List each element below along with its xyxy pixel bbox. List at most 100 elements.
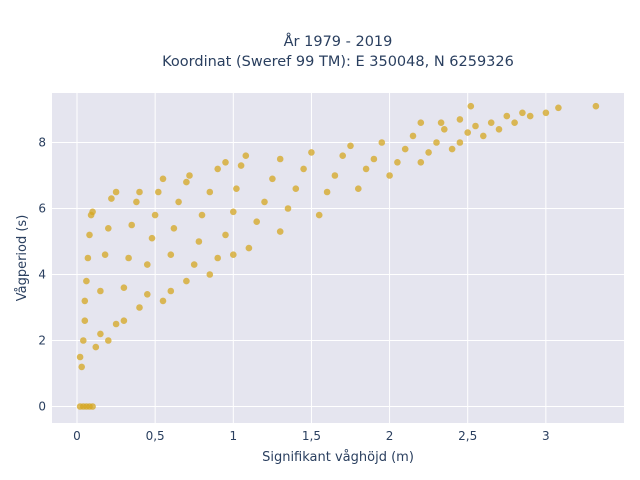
data-point <box>237 162 245 169</box>
data-point <box>495 126 503 133</box>
data-point <box>167 251 175 258</box>
x-tick-label: 0 <box>73 429 81 443</box>
data-point <box>97 287 104 295</box>
data-point <box>233 185 240 192</box>
data-point <box>467 102 475 110</box>
data-point <box>144 291 151 298</box>
data-point <box>276 155 284 163</box>
data-point <box>167 287 175 295</box>
data-point <box>456 139 464 146</box>
data-point <box>401 145 409 153</box>
data-point <box>370 155 378 163</box>
x-tick-label: 1 <box>229 429 237 443</box>
data-point <box>190 261 198 268</box>
data-point <box>120 284 128 292</box>
plot-area <box>52 93 624 423</box>
data-point <box>526 112 534 120</box>
data-point <box>230 208 237 216</box>
data-point <box>108 195 115 202</box>
data-point <box>186 172 193 179</box>
data-point <box>555 104 562 112</box>
data-point <box>362 165 370 173</box>
data-point <box>97 330 104 338</box>
data-point <box>464 129 472 136</box>
data-point <box>128 221 135 229</box>
x-tick-label: 1,5 <box>302 429 321 443</box>
grid-lines <box>52 93 624 423</box>
data-point <box>245 244 253 252</box>
y-tick-label: 0 <box>38 400 46 414</box>
data-point <box>592 102 600 110</box>
chart-title-line2: Koordinat (Sweref 99 TM): E 350048, N 62… <box>162 54 514 70</box>
data-point <box>331 172 339 179</box>
y-tick-label: 2 <box>38 334 46 348</box>
data-point <box>448 145 456 153</box>
data-point <box>105 225 112 232</box>
data-point <box>472 122 479 130</box>
data-point <box>105 337 112 344</box>
data-point <box>133 198 140 206</box>
data-point <box>394 159 401 166</box>
x-axis-ticks: 0 0,5 1 1,5 2 2,5 3 <box>73 429 549 443</box>
data-point <box>89 208 96 216</box>
data-point <box>230 251 237 258</box>
data-point <box>261 198 268 206</box>
data-point <box>175 198 182 206</box>
data-point <box>81 317 89 325</box>
data-point <box>242 152 250 159</box>
y-axis-ticks: 0 2 4 6 8 <box>38 136 46 414</box>
data-point <box>125 254 132 262</box>
data-point <box>300 165 307 173</box>
data-point <box>206 271 214 278</box>
data-point <box>487 119 495 126</box>
data-point <box>144 261 151 268</box>
data-point <box>86 231 93 239</box>
data-point <box>80 337 87 344</box>
data-point <box>253 218 260 225</box>
data-point <box>222 159 229 166</box>
data-point <box>339 152 347 159</box>
data-point <box>425 149 432 156</box>
data-point <box>78 363 85 371</box>
data-point <box>222 231 229 239</box>
data-point <box>292 185 300 192</box>
x-axis-title: Signifikant våghöjd (m) <box>262 450 414 465</box>
y-axis-title: Vågperiod (s) <box>15 215 30 302</box>
data-point <box>120 317 128 325</box>
data-point <box>437 119 445 126</box>
x-tick-label: 0,5 <box>146 429 165 443</box>
data-point <box>409 132 417 140</box>
data-point <box>276 228 284 235</box>
x-tick-label: 2,5 <box>458 429 477 443</box>
data-point <box>433 139 440 146</box>
data-point <box>355 185 362 192</box>
data-point <box>101 251 109 258</box>
x-tick-label: 3 <box>542 429 550 443</box>
data-point <box>76 353 84 361</box>
data-point <box>159 175 167 183</box>
data-point <box>214 165 221 173</box>
data-point <box>417 119 425 126</box>
data-point <box>284 205 292 212</box>
data-point <box>195 238 203 245</box>
data-point <box>159 297 167 305</box>
y-tick-label: 4 <box>38 268 46 282</box>
data-point <box>183 277 190 285</box>
data-point <box>480 132 487 140</box>
chart-title-line1: År 1979 - 2019 <box>284 33 393 50</box>
data-point <box>386 172 393 179</box>
data-point <box>378 139 386 146</box>
data-point <box>503 112 511 120</box>
data-point <box>269 175 276 183</box>
data-point <box>136 304 143 311</box>
data-point <box>183 178 190 186</box>
data-point <box>456 116 464 123</box>
data-point <box>214 254 221 262</box>
data-point <box>89 403 96 410</box>
data-point <box>136 188 143 196</box>
data-points <box>76 102 600 410</box>
data-point <box>151 211 159 219</box>
data-point <box>511 119 518 126</box>
data-point <box>148 234 156 242</box>
